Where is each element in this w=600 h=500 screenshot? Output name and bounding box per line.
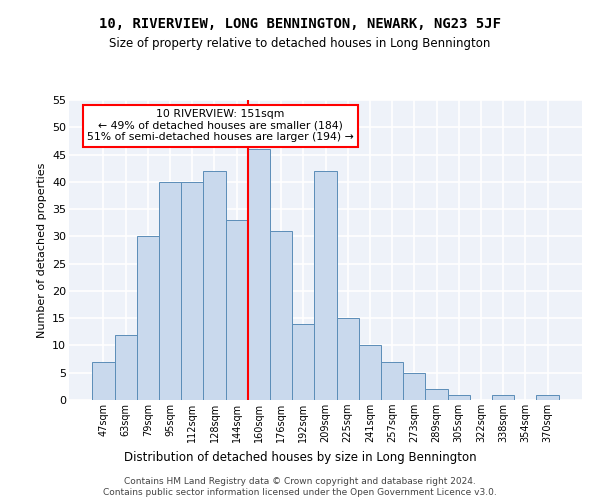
Bar — [448, 394, 470, 400]
Bar — [181, 182, 203, 400]
Text: Distribution of detached houses by size in Long Bennington: Distribution of detached houses by size … — [124, 451, 476, 464]
Bar — [536, 394, 559, 400]
Bar — [292, 324, 314, 400]
Bar — [492, 394, 514, 400]
Bar — [248, 149, 270, 400]
Text: Size of property relative to detached houses in Long Bennington: Size of property relative to detached ho… — [109, 38, 491, 51]
Text: Contains public sector information licensed under the Open Government Licence v3: Contains public sector information licen… — [103, 488, 497, 497]
Y-axis label: Number of detached properties: Number of detached properties — [37, 162, 47, 338]
Bar — [226, 220, 248, 400]
Bar — [337, 318, 359, 400]
Bar — [137, 236, 159, 400]
Bar — [359, 346, 381, 400]
Bar — [92, 362, 115, 400]
Bar — [403, 372, 425, 400]
Bar — [314, 171, 337, 400]
Bar — [381, 362, 403, 400]
Bar — [203, 171, 226, 400]
Bar — [425, 389, 448, 400]
Bar — [159, 182, 181, 400]
Text: 10, RIVERVIEW, LONG BENNINGTON, NEWARK, NG23 5JF: 10, RIVERVIEW, LONG BENNINGTON, NEWARK, … — [99, 18, 501, 32]
Text: 10 RIVERVIEW: 151sqm
← 49% of detached houses are smaller (184)
51% of semi-deta: 10 RIVERVIEW: 151sqm ← 49% of detached h… — [87, 109, 354, 142]
Text: Contains HM Land Registry data © Crown copyright and database right 2024.: Contains HM Land Registry data © Crown c… — [124, 476, 476, 486]
Bar — [270, 231, 292, 400]
Bar — [115, 334, 137, 400]
